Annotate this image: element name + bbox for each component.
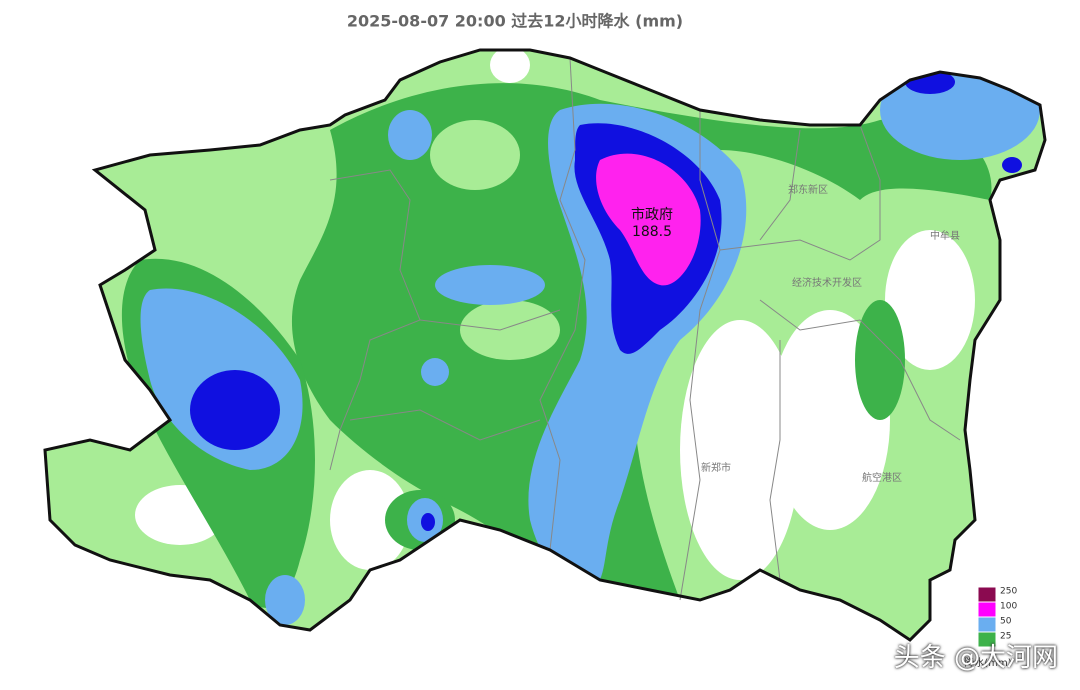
watermark: 头条 @大河网 (893, 643, 1058, 673)
peak-value: 188.5 (632, 224, 672, 240)
district-label: 航空港区 (862, 471, 902, 484)
legend-swatch (977, 631, 997, 648)
legend-label: 250 (1000, 587, 1017, 597)
district-boundaries (329, 57, 961, 601)
district-label: 新郑市 (701, 461, 731, 474)
legend: 250 100 50 25 降水(mm) (964, 586, 1017, 669)
legend-label: 25 (1000, 632, 1011, 642)
map-outline (43, 48, 1047, 642)
title: 2025-08-07 20:00 过去12小时降水 (mm) (347, 12, 683, 31)
legend-swatch (977, 601, 997, 618)
legend-swatch (977, 616, 997, 633)
legend-title: 降水(mm) (964, 656, 1011, 669)
legend-label: 100 (1000, 602, 1017, 612)
peak-name: 市政府 (631, 206, 673, 223)
legend-swatch (977, 586, 997, 603)
district-label: 中牟县 (930, 229, 960, 242)
legend-label: 50 (1000, 617, 1012, 627)
district-label: 郑东新区 (788, 183, 828, 196)
district-label: 经济技术开发区 (792, 276, 862, 289)
